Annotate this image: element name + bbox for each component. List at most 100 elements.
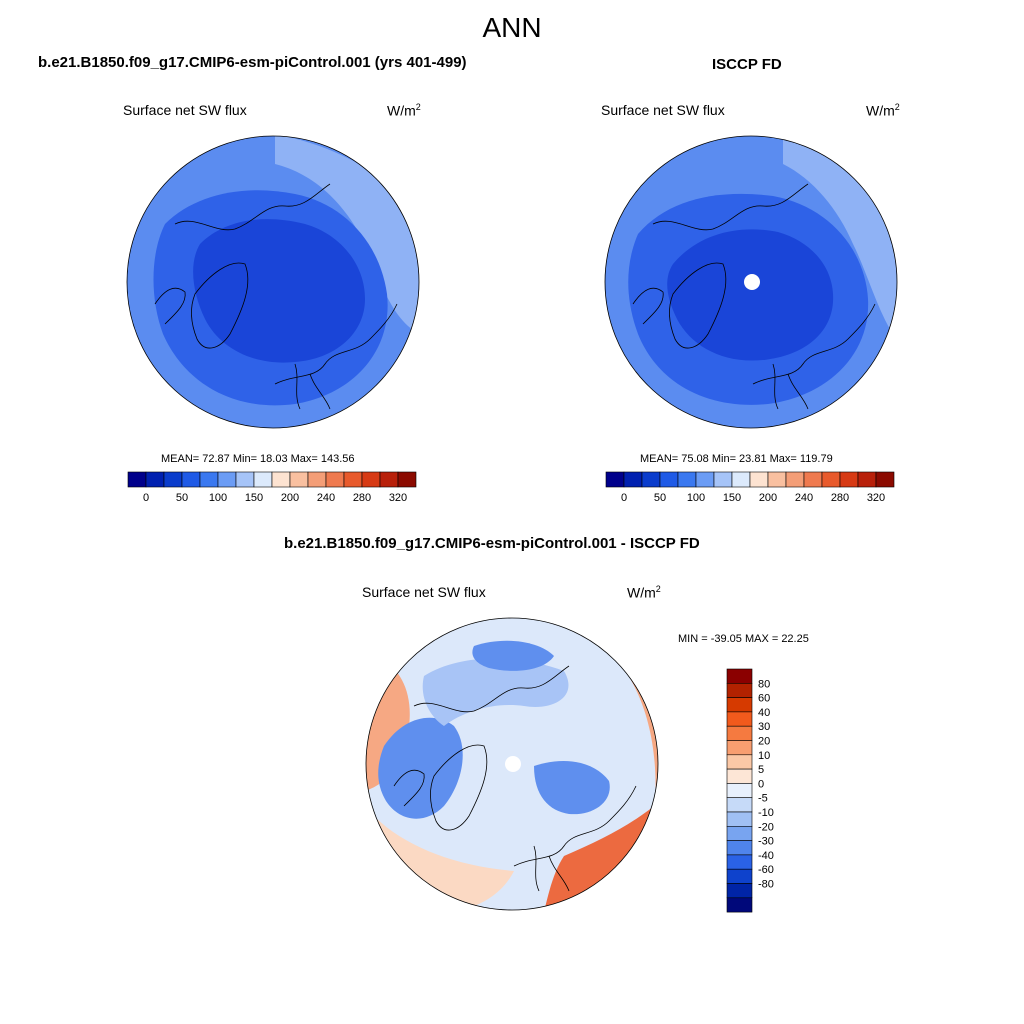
diff-colorbar-swatch [726,840,753,856]
diff-colorbar-swatch [726,754,753,770]
diff-colorbar-tick-label: 30 [758,721,770,733]
left-colorbar-tick-label: 320 [389,492,407,504]
diff-colorbar-swatch [726,897,753,913]
left-colorbar-swatch [253,471,273,488]
left-colorbar-swatch [379,471,399,488]
right-map-pale-region [783,136,897,344]
diff-colorbar-tick-label: 10 [758,750,770,762]
left-colorbar-tick-label: 280 [353,492,371,504]
right-colorbar-swatch [713,471,733,488]
left-polar-map [126,135,420,429]
right-colorbar-swatch [677,471,697,488]
diff-colorbar-swatch [726,783,753,799]
left-colorbar-tick-label: 0 [143,492,149,504]
right-map-coastline-eurasia [752,303,876,385]
right-colorbar-tick-label: 0 [621,492,627,504]
left-colorbar: 0 50 100 150 200 240 280 320 [127,471,417,504]
diff-colorbar-tick-label: 40 [758,707,770,719]
right-colorbar-tick-label: 100 [687,492,705,504]
right-map-coastline-scandinavia [772,363,809,410]
right-colorbar-swatch [839,471,859,488]
right-colorbar-swatch [857,471,877,488]
diff-colorbar-tick-label: 80 [758,678,770,690]
right-map-coastline-hudson [632,287,664,325]
left-colorbar-swatch [271,471,291,488]
right-panel-variable-label: Surface net SW flux [601,102,725,118]
left-colorbar-swatch [163,471,183,488]
right-panel-stats: MEAN= 75.08 Min= 23.81 Max= 119.79 [640,453,833,465]
right-colorbar-swatch [821,471,841,488]
left-colorbar-swatch [325,471,345,488]
diff-polar-map [365,617,659,911]
diff-colorbar-tick-label: 0 [758,778,764,790]
left-colorbar-swatch [397,471,417,488]
left-colorbar-swatch [307,471,327,488]
diff-panel-units-label: W/m2 [627,584,661,601]
diff-panel-variable-label: Surface net SW flux [362,584,486,600]
right-colorbar-tick-label: 240 [795,492,813,504]
left-map-coastline-hudson [154,287,186,325]
left-colorbar-tick-label: 150 [245,492,263,504]
left-map-deep-region [193,219,365,363]
right-colorbar-tick-label: 280 [831,492,849,504]
right-map-coastline-america [652,183,809,231]
left-panel-stats: MEAN= 72.87 Min= 18.03 Max= 143.56 [161,453,355,465]
diff-colorbar-swatch [726,768,753,784]
diff-colorbar-swatch [726,711,753,727]
right-colorbar-tick-label: 150 [723,492,741,504]
left-colorbar-swatch [235,471,255,488]
diff-colorbar-swatch [726,683,753,698]
right-colorbar-tick-label: 50 [654,492,666,504]
left-colorbar-swatch [145,471,165,488]
left-colorbar-swatch [181,471,201,488]
right-colorbar-swatch [875,471,895,488]
right-panel-case-title: ISCCP FD [712,56,782,73]
left-colorbar-swatch [361,471,381,488]
right-colorbar-swatch [803,471,823,488]
diff-colorbar-tick-label: -20 [758,821,774,833]
right-map-deep-region [667,229,834,361]
diff-map-pole-gap [505,756,521,772]
diff-colorbar-swatch [726,868,753,884]
diff-panel-stats: MIN = -39.05 MAX = 22.25 [678,633,809,645]
diff-colorbar-tick-label: -60 [758,864,774,876]
right-colorbar-swatch [605,471,625,488]
diff-colorbar-swatch [726,697,753,713]
diff-map-blue-siberia [534,761,610,815]
right-map-pole-gap [744,274,760,290]
diff-map-coastline-hudson [393,769,425,807]
left-map-coastline-eurasia [274,303,398,385]
left-colorbar-tick-label: 50 [176,492,188,504]
left-map-coastline-greenland [191,262,249,349]
left-panel-variable-label: Surface net SW flux [123,102,247,118]
diff-colorbar-tick-label: 60 [758,693,770,705]
diff-panel-case-title: b.e21.B1850.f09_g17.CMIP6-esm-piControl.… [284,535,700,552]
right-polar-map [604,135,898,429]
diff-map-blue-north [472,640,554,671]
diff-colorbar-tick-label: -40 [758,850,774,862]
left-map-coastline-america [174,183,331,231]
right-colorbar-swatch [749,471,769,488]
diff-colorbar-tick-label: 20 [758,736,770,748]
right-map-coastline-greenland [669,262,727,349]
left-colorbar-swatch [217,471,237,488]
diff-colorbar: 80 60 40 30 20 10 5 0 -5 -10 -20 -30 -40 -60 -80 [726,668,774,913]
diff-colorbar-swatch [726,826,753,841]
right-panel-units-label: W/m2 [866,102,900,119]
left-map-coastline-scandinavia [294,363,331,410]
left-panel-case-title: b.e21.B1850.f09_g17.CMIP6-esm-piControl.… [38,54,467,71]
diff-colorbar-tick-label: -30 [758,836,774,848]
right-colorbar-swatch [641,471,661,488]
right-colorbar-tick-label: 200 [759,492,777,504]
diff-colorbar-swatch [726,883,753,899]
diff-colorbar-tick-label: -80 [758,879,774,891]
right-colorbar-swatch [623,471,643,488]
left-colorbar-swatch [343,471,363,488]
right-colorbar-swatch [785,471,805,488]
left-colorbar-swatch [127,471,147,488]
main-title: ANN [482,12,542,43]
right-colorbar-swatch [767,471,787,488]
diff-colorbar-swatch [726,797,753,813]
right-colorbar-swatch [659,471,679,488]
diff-colorbar-swatch [726,740,753,756]
